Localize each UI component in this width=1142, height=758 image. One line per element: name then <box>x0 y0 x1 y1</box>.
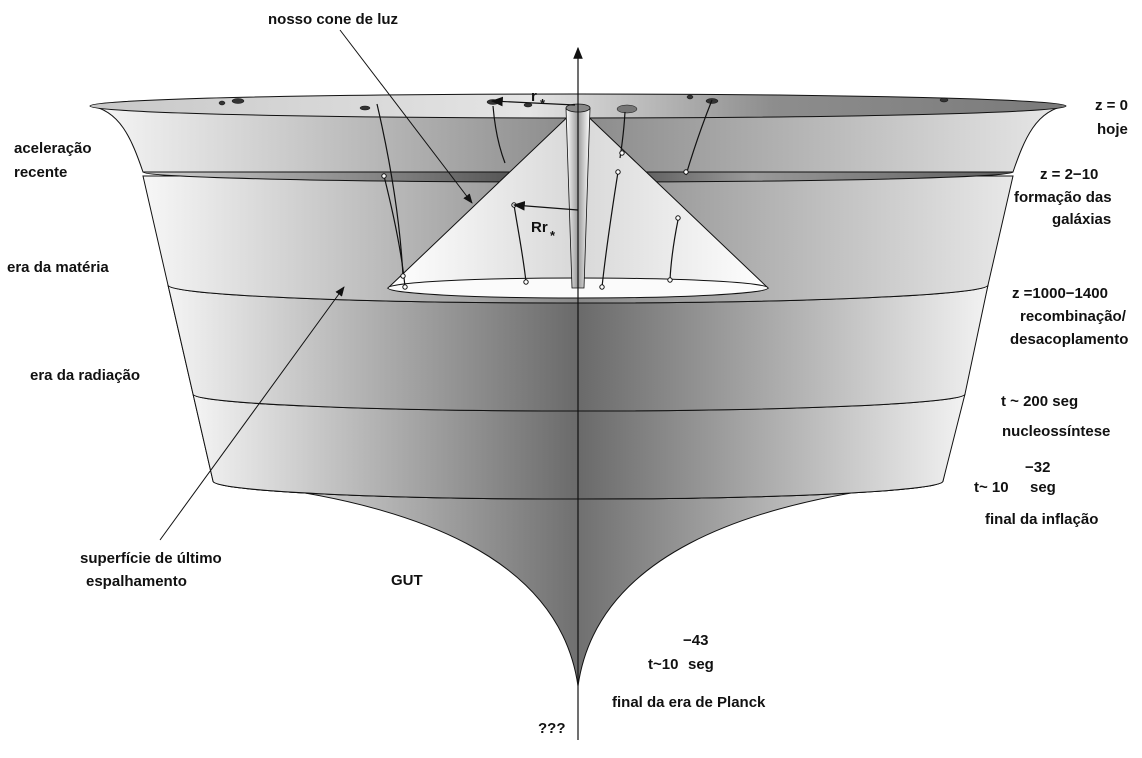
label-light-cone: nosso cone de luz <box>268 11 398 28</box>
label-recombination: recombinação/ <box>1020 308 1127 325</box>
label-last-scattering-2: espalhamento <box>86 573 187 590</box>
label-exp-43: −43 <box>683 632 708 649</box>
rr-star-arrow <box>512 201 579 211</box>
label-r-star-sub: * <box>540 96 546 111</box>
label-end-planck: final da era de Planck <box>612 694 766 711</box>
label-hoje: hoje <box>1097 121 1128 138</box>
r-star-arrow <box>490 96 576 107</box>
label-end-inflation: final da inflação <box>985 511 1098 528</box>
label-seg-inflation: seg <box>1030 479 1056 496</box>
label-formation-2: galáxias <box>1052 211 1111 228</box>
label-r-star: r <box>531 88 537 105</box>
label-exp-32: −32 <box>1025 459 1050 476</box>
label-matter-era: era da matéria <box>7 259 109 276</box>
label-acceleration-1: aceleração <box>14 140 92 157</box>
label-acceleration-2: recente <box>14 164 67 181</box>
label-t10-planck: t~10 <box>648 656 678 673</box>
label-gut: GUT <box>391 572 423 589</box>
label-formation-1: formação das <box>1014 189 1112 206</box>
label-seg-planck: seg <box>688 656 714 673</box>
last-scattering-pointer <box>159 286 345 541</box>
label-decoupling: desacoplamento <box>1010 331 1128 348</box>
label-radiation-era: era da radiação <box>30 367 140 384</box>
light-cone-pointer <box>339 29 473 204</box>
label-z0: z = 0 <box>1095 97 1128 114</box>
label-nucleosynthesis: nucleossíntese <box>1002 423 1110 440</box>
label-unknown: ??? <box>538 720 566 737</box>
label-t200: t ~ 200 seg <box>1001 393 1078 410</box>
label-z1000: z =1000−1400 <box>1012 285 1108 302</box>
label-rr-star: Rr <box>531 219 548 236</box>
label-rr-star-sub: * <box>550 228 556 243</box>
label-z2-10: z = 2−10 <box>1040 166 1098 183</box>
label-last-scattering-1: superfície de último <box>80 550 222 567</box>
label-t10-inflation: t~ 10 <box>974 479 1009 496</box>
